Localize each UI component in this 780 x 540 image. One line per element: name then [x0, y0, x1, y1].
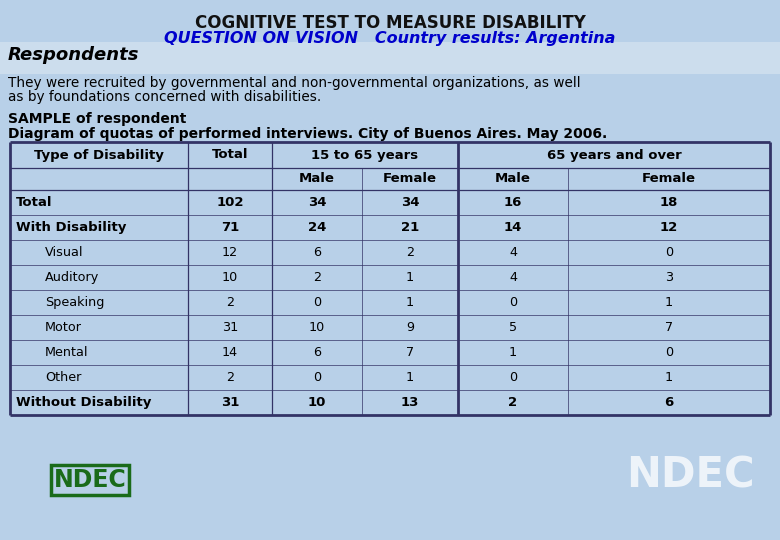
Text: QUESTION ON VISION   Country results: Argentina: QUESTION ON VISION Country results: Arge…: [165, 31, 615, 46]
Text: Total: Total: [16, 196, 52, 209]
Text: 0: 0: [509, 371, 517, 384]
Text: 10: 10: [309, 321, 325, 334]
Text: 0: 0: [665, 346, 673, 359]
Text: 7: 7: [665, 321, 673, 334]
Text: 0: 0: [313, 371, 321, 384]
Text: Total: Total: [211, 148, 248, 161]
Text: Auditory: Auditory: [45, 271, 99, 284]
Text: Mental: Mental: [45, 346, 88, 359]
Text: COGNITIVE TEST TO MEASURE DISABILITY: COGNITIVE TEST TO MEASURE DISABILITY: [194, 14, 586, 32]
Text: Other: Other: [45, 371, 81, 384]
Text: 1: 1: [406, 296, 414, 309]
Text: 34: 34: [308, 196, 326, 209]
Text: 0: 0: [313, 296, 321, 309]
Text: SAMPLE of respondent: SAMPLE of respondent: [8, 112, 186, 126]
Text: 13: 13: [401, 396, 419, 409]
Text: Visual: Visual: [45, 246, 83, 259]
Text: 65 years and over: 65 years and over: [547, 148, 682, 161]
Text: 0: 0: [509, 296, 517, 309]
Text: 2: 2: [226, 371, 234, 384]
Text: Female: Female: [383, 172, 437, 186]
Text: Motor: Motor: [45, 321, 82, 334]
Text: 102: 102: [216, 196, 243, 209]
Text: 10: 10: [308, 396, 326, 409]
Text: 1: 1: [406, 371, 414, 384]
Text: 24: 24: [308, 221, 326, 234]
Text: 34: 34: [401, 196, 420, 209]
Text: 31: 31: [221, 396, 239, 409]
Text: 9: 9: [406, 321, 414, 334]
Text: 12: 12: [660, 221, 678, 234]
Text: 14: 14: [504, 221, 522, 234]
Text: 10: 10: [222, 271, 238, 284]
Text: 21: 21: [401, 221, 419, 234]
Text: 7: 7: [406, 346, 414, 359]
Text: 16: 16: [504, 196, 522, 209]
Text: 2: 2: [406, 246, 414, 259]
Text: 12: 12: [222, 246, 238, 259]
Text: 15 to 65 years: 15 to 65 years: [311, 148, 419, 161]
Text: Without Disability: Without Disability: [16, 396, 151, 409]
Text: 2: 2: [226, 296, 234, 309]
Text: Respondents: Respondents: [8, 46, 140, 64]
Text: 2: 2: [509, 396, 518, 409]
Text: 2: 2: [313, 271, 321, 284]
Text: as by foundations concerned with disabilities.: as by foundations concerned with disabil…: [8, 90, 321, 104]
Text: 4: 4: [509, 246, 517, 259]
Text: 1: 1: [665, 371, 673, 384]
Text: Diagram of quotas of performed interviews. City of Buenos Aires. May 2006.: Diagram of quotas of performed interview…: [8, 127, 608, 141]
Text: 3: 3: [665, 271, 673, 284]
FancyBboxPatch shape: [0, 42, 780, 74]
Text: 6: 6: [313, 246, 321, 259]
Text: They were recruited by governmental and non-governmental organizations, as well: They were recruited by governmental and …: [8, 76, 580, 90]
Text: 1: 1: [665, 296, 673, 309]
Text: Speaking: Speaking: [45, 296, 105, 309]
Text: 4: 4: [509, 271, 517, 284]
Text: 18: 18: [660, 196, 678, 209]
Text: 5: 5: [509, 321, 517, 334]
Text: 0: 0: [665, 246, 673, 259]
Text: 31: 31: [222, 321, 238, 334]
Text: With Disability: With Disability: [16, 221, 126, 234]
Text: NDEC: NDEC: [54, 468, 126, 492]
Text: NDEC: NDEC: [626, 454, 754, 496]
Text: 1: 1: [509, 346, 517, 359]
Text: Male: Male: [299, 172, 335, 186]
Text: 6: 6: [665, 396, 674, 409]
Text: Female: Female: [642, 172, 696, 186]
Text: 71: 71: [221, 221, 239, 234]
Text: 14: 14: [222, 346, 238, 359]
Text: Type of Disability: Type of Disability: [34, 148, 164, 161]
Text: 6: 6: [313, 346, 321, 359]
Text: Male: Male: [495, 172, 531, 186]
Text: 1: 1: [406, 271, 414, 284]
